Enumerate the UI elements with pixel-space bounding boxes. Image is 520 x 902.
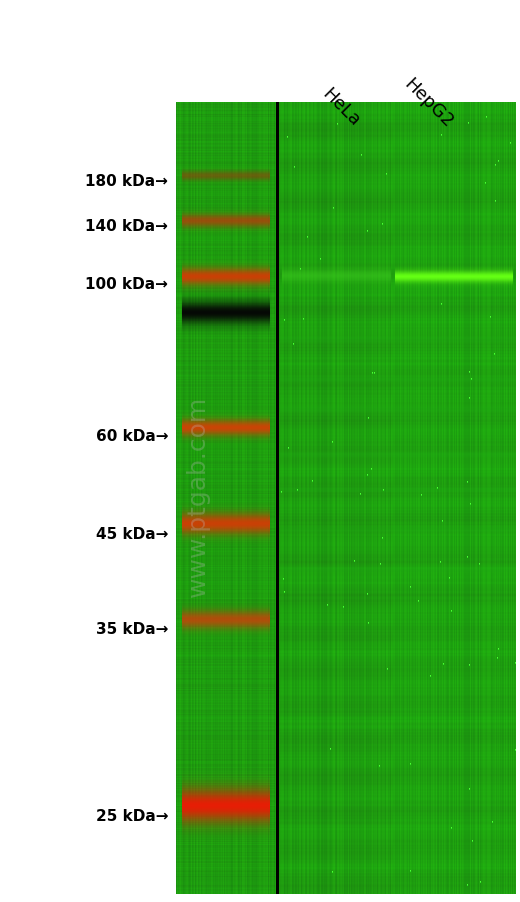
Text: 100 kDa→: 100 kDa→	[85, 277, 168, 292]
Text: 35 kDa→: 35 kDa→	[96, 621, 168, 637]
Text: 60 kDa→: 60 kDa→	[96, 429, 168, 444]
Text: www.ptgab.com: www.ptgab.com	[186, 396, 210, 596]
Text: HepG2: HepG2	[400, 75, 456, 132]
Text: 25 kDa→: 25 kDa→	[96, 808, 168, 824]
Text: HeLa: HeLa	[318, 85, 363, 130]
Text: 180 kDa→: 180 kDa→	[85, 174, 168, 189]
Text: 45 kDa→: 45 kDa→	[96, 527, 168, 542]
Text: 140 kDa→: 140 kDa→	[85, 219, 168, 235]
